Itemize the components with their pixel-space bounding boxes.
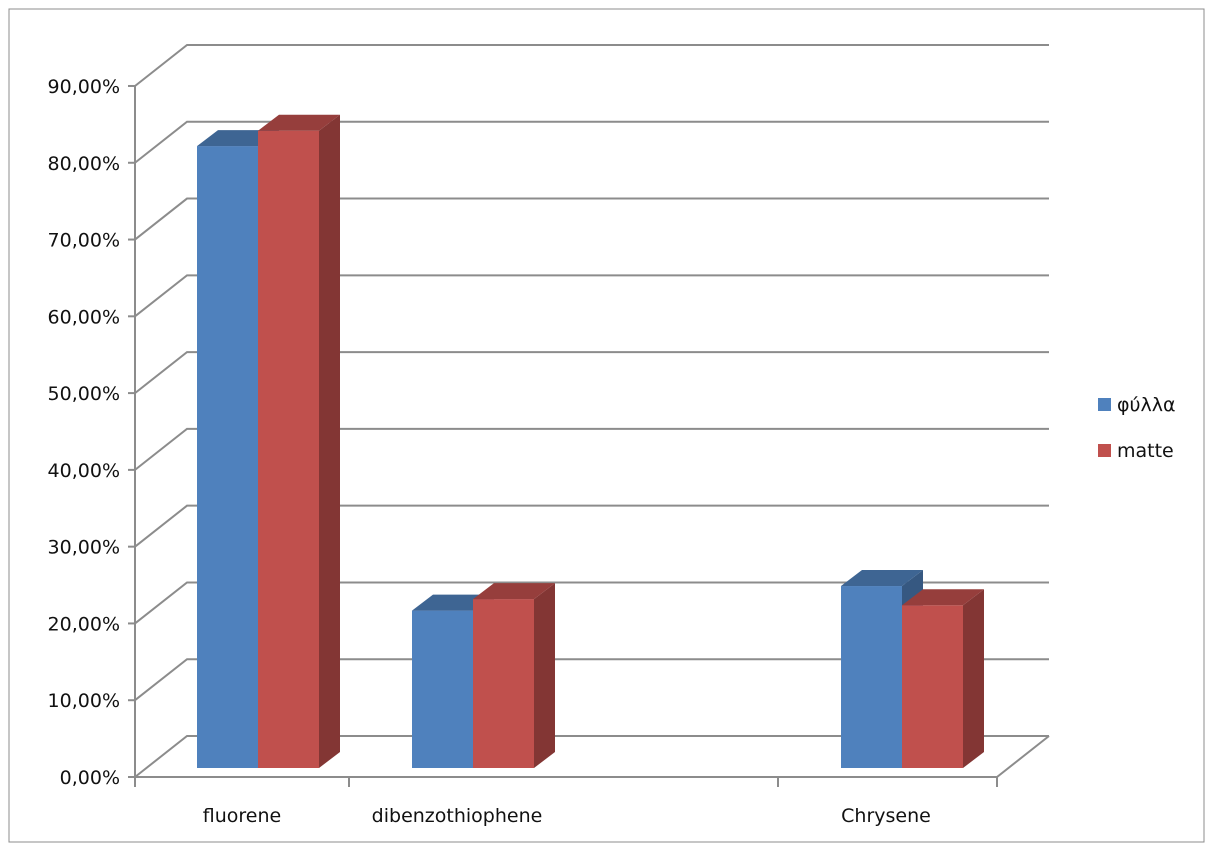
bar-top (841, 570, 923, 587)
gridline (134, 735, 1049, 778)
legend-label: φύλλα (1117, 394, 1176, 416)
y-axis-ticks: 0,00% 10,00% 20,00% 30,00% 40,00% 50,00% 60,00… (48, 76, 135, 789)
y-tick-label: 10,00% (48, 690, 120, 712)
gridlines (134, 43, 1049, 778)
bar-front (902, 605, 963, 768)
bar-side (963, 589, 984, 768)
y-tick-label: 90,00% (48, 76, 120, 98)
legend: φύλλα matte (1098, 394, 1176, 462)
bar (258, 114, 340, 768)
bar (473, 583, 555, 768)
y-tick-label: 60,00% (48, 306, 120, 328)
bars (197, 114, 984, 768)
gridline (134, 120, 1049, 164)
y-tick-label: 20,00% (48, 613, 120, 635)
bar-top (902, 589, 984, 606)
bar-front (197, 146, 258, 768)
gridline (134, 581, 1049, 625)
x-category-label: fluorene (203, 805, 281, 827)
chart-border (8, 8, 1205, 843)
bar (902, 589, 984, 768)
gridline (134, 658, 1049, 702)
x-category-label: dibenzothiophene (372, 805, 543, 827)
bar-top (258, 114, 340, 131)
y-tick-label: 50,00% (48, 383, 120, 405)
bar-front (841, 586, 902, 768)
y-tick-label: 80,00% (48, 153, 120, 175)
bar-front (258, 130, 319, 768)
gridline (134, 274, 1049, 318)
x-axis: fluorene dibenzothiophene Chrysene (134, 777, 998, 827)
x-category-label: Chrysene (841, 805, 931, 827)
bar-front (412, 610, 473, 768)
legend-swatch (1098, 398, 1111, 411)
bar-side (534, 583, 555, 768)
y-tick-label: 30,00% (48, 537, 120, 559)
bar-front (473, 599, 534, 768)
y-tick-label: 70,00% (48, 230, 120, 252)
gridline (134, 427, 1049, 471)
gridline (134, 504, 1049, 548)
legend-swatch (1098, 444, 1111, 457)
legend-label: matte (1117, 440, 1174, 462)
bar-top (473, 583, 555, 600)
bar-side (319, 114, 340, 768)
gridline (134, 197, 1049, 241)
gridline (134, 43, 1049, 87)
y-tick-label: 40,00% (48, 460, 120, 482)
gridline (134, 351, 1049, 394)
y-tick-label: 0,00% (60, 767, 120, 789)
